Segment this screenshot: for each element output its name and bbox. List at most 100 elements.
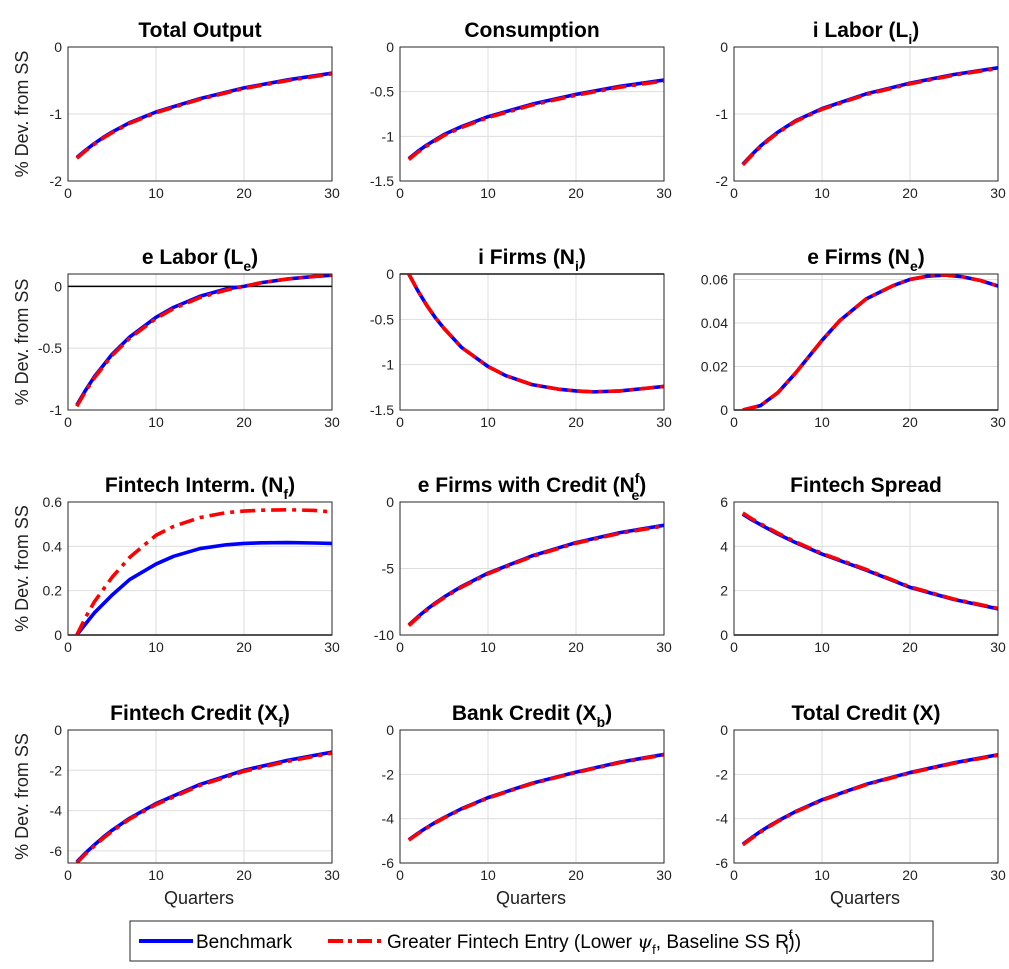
title-suffix: ) [579,246,586,269]
x-tick-label: 10 [480,414,496,430]
y-tick-label: 0 [386,39,394,55]
subplot-title: Fintech Credit (Xf) [110,702,290,730]
y-tick-label: 0 [386,266,394,282]
legend-label-mid: , Baseline SS R [656,932,789,953]
title-text: e Firms with Credit (N [418,474,635,497]
y-tick-label: -1.5 [370,173,394,189]
subplot-title: Fintech Spread [790,474,942,497]
subplot-8: 0 10 20 30 0 -5 -10 e Firms with Credit (Nf e) [374,470,672,655]
y-tick-label: 6 [720,494,728,510]
y-tick-label: 2 [720,583,728,599]
x-tick-label: 0 [396,414,404,430]
subplot-title: Total Output [138,19,261,42]
series-line-greater_entry [75,72,332,160]
x-tick-label: 20 [236,639,252,655]
subplot-11: 0 10 20 30 0 -2 -4 -6 Bank Credit (Xb) Quarters [382,702,672,908]
title-suffix: ) [283,702,290,725]
x-tick-label: 30 [990,414,1006,430]
y-tick-label: -6 [50,843,63,859]
plot-frame [67,729,333,864]
y-tick-label: -4 [382,811,395,827]
y-axis-label: % Dev. from SS [12,505,32,632]
x-tick-label: 20 [236,185,252,201]
legend-label-benchmark: Benchmark [196,932,293,953]
x-tick-label: 0 [64,414,72,430]
y-tick-label: -5 [382,561,395,577]
x-tick-label: 0 [730,185,738,201]
subplot-title: Consumption [464,19,599,42]
x-tick-label: 10 [814,185,830,201]
plot-frame [733,729,999,864]
y-axis-label: % Dev. from SS [12,51,32,178]
subplot-title: Bank Credit (Xb) [452,702,612,730]
title-subscript: e [631,487,639,503]
subplot-title: Fintech Interm. (Nf) [105,474,295,502]
y-axis-label: % Dev. from SS [12,733,32,860]
x-tick-label: 30 [990,867,1006,883]
title-suffix: ) [251,246,258,269]
title-text: Total Credit (X) [792,702,941,725]
legend-label-suffix: )) [788,932,801,953]
x-tick-label: 20 [902,867,918,883]
title-text: Bank Credit (X [452,702,597,725]
x-tick-label: 0 [64,639,72,655]
legend-label-symbol: ψ [637,931,653,953]
title-subscript: f [278,714,283,730]
x-tick-label: 0 [396,867,404,883]
title-subscript: b [597,714,606,730]
x-tick-label: 0 [396,185,404,201]
subplot-3: 0 10 20 30 0 -1 -2 i Labor (Li) [716,19,1006,201]
subplot-7: 0 10 20 30 0 0.2 0.4 0.6 Fintech Interm. (Nf) % D… [12,474,340,655]
x-tick-label: 0 [730,414,738,430]
x-tick-label: 10 [480,185,496,201]
y-tick-label: 0 [386,494,394,510]
y-tick-label: -1 [50,106,63,122]
x-tick-label: 20 [902,639,918,655]
plot-frame [733,501,999,636]
x-tick-label: 30 [324,639,340,655]
subplot-title: e Firms (Ne) [807,246,925,274]
legend-label-mid-sub: l [786,942,789,957]
plot-frame [67,501,333,636]
x-tick-label: 10 [148,414,164,430]
y-tick-label: 0 [386,722,394,738]
x-tick-label: 10 [480,867,496,883]
y-tick-label: -1.5 [370,402,394,418]
y-tick-label: 0 [720,722,728,738]
y-tick-label: -10 [374,627,394,643]
x-axis-label: Quarters [830,888,900,908]
x-tick-label: 10 [148,639,164,655]
x-tick-label: 20 [236,867,252,883]
y-tick-label: -2 [50,762,63,778]
x-tick-label: 30 [656,185,672,201]
title-subscript: i [575,258,579,274]
title-text: i Firms (N [478,246,575,269]
y-tick-label: 0.4 [43,538,63,554]
plot-frame [399,46,665,182]
series-line-greater_entry [741,511,998,611]
series-line-benchmark [75,540,332,635]
x-tick-label: 0 [730,639,738,655]
series-line-greater_entry [75,751,332,863]
x-tick-label: 20 [902,414,918,430]
y-tick-label: 0 [720,402,728,418]
x-axis-label: Quarters [496,888,566,908]
x-tick-label: 20 [568,414,584,430]
series-line-greater_entry [407,274,664,394]
series-line-greater_entry [407,79,664,161]
x-tick-label: 10 [148,185,164,201]
title-suffix: ) [605,702,612,725]
x-tick-label: 30 [990,185,1006,201]
legend-label-greater-entry: Greater Fintech Entry (Lower ψf, Baselin… [387,927,801,957]
x-tick-label: 30 [324,414,340,430]
x-tick-label: 0 [64,867,72,883]
y-tick-label: -0.5 [370,84,394,100]
y-tick-label: -2 [382,766,395,782]
subplot-10: 0 10 20 30 0 -2 -4 -6 Fintech Credit (Xf) % Dev. … [12,702,340,908]
subplot-4: 0 10 20 30 0 -0.5 -1 e Labor (Le) % Dev. from SS [12,246,340,430]
y-tick-label: 0.04 [701,315,728,331]
legend-box [129,920,934,962]
title-subscript: i [908,31,912,47]
subplot-12: 0 10 20 30 0 -2 -4 -6 Total Credit (X) Quarters [716,702,1006,908]
plot-frame [733,46,999,182]
